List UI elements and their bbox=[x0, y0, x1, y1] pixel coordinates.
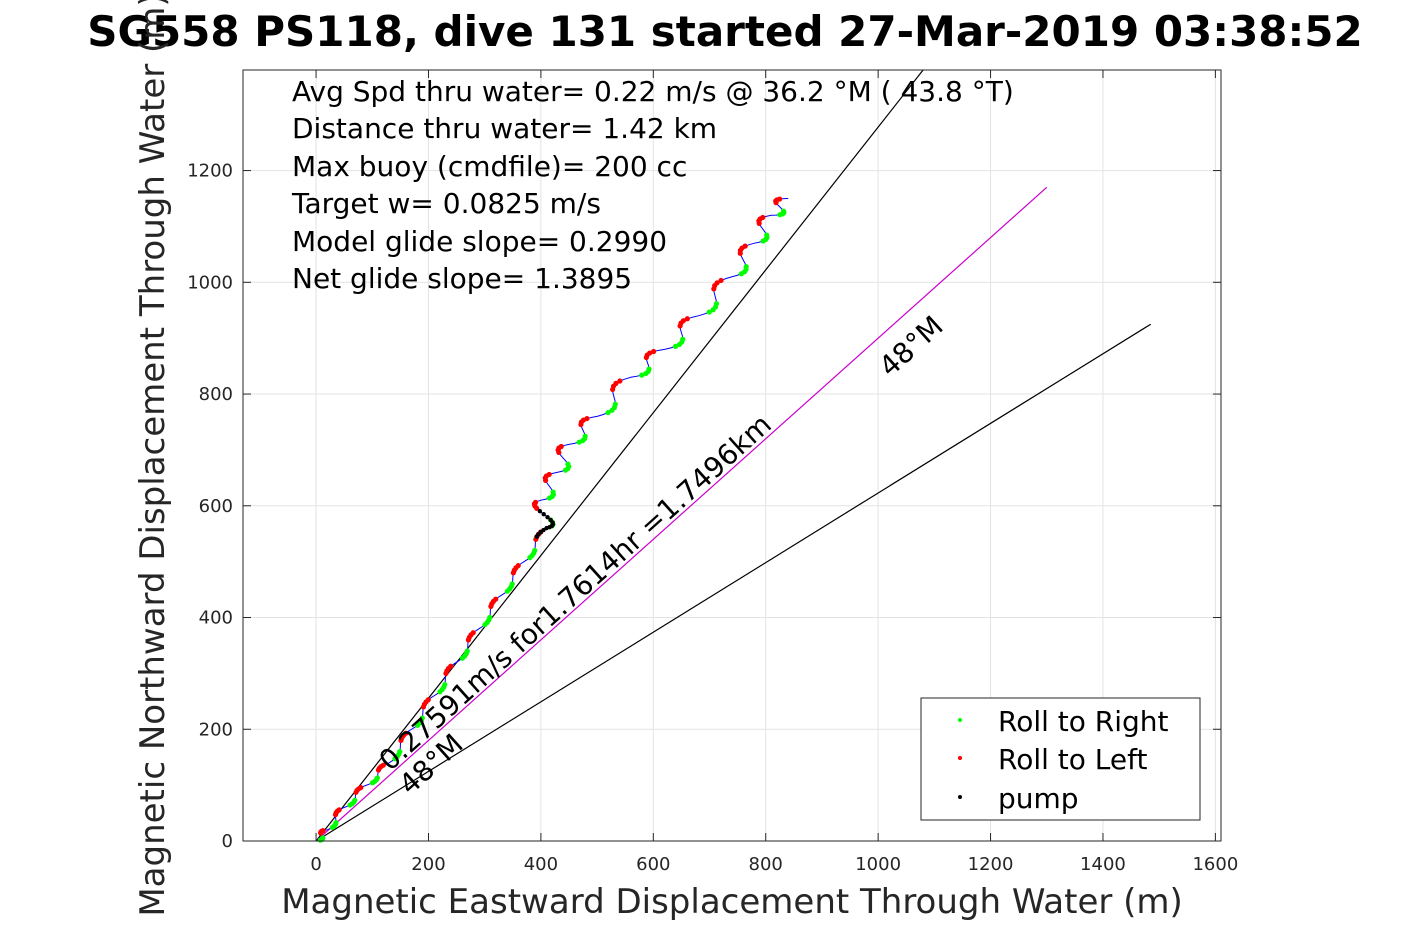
roll-left-point bbox=[680, 318, 686, 324]
roll-left-point bbox=[515, 563, 521, 569]
roll-right-point bbox=[713, 301, 720, 307]
y-tick-label: 0 bbox=[222, 831, 233, 852]
plot-frame bbox=[242, 69, 1222, 842]
roll-left-point bbox=[403, 730, 409, 736]
roll-right-point bbox=[442, 681, 448, 688]
legend-marker-roll-right bbox=[958, 718, 962, 722]
x-tick-label: 1200 bbox=[968, 854, 1014, 875]
roll-left-point bbox=[714, 280, 720, 286]
roll-left-point bbox=[470, 630, 476, 636]
roll-right-point bbox=[374, 775, 380, 781]
roll-left-point bbox=[336, 807, 342, 813]
roll-left-point bbox=[320, 828, 326, 834]
roll-right-point bbox=[333, 820, 339, 826]
roll-left-point bbox=[584, 415, 590, 422]
roll-right-point bbox=[352, 797, 358, 803]
y-tick-label: 400 bbox=[199, 608, 233, 629]
x-tick-label: 1000 bbox=[855, 854, 901, 875]
plot-area: 0 200 400 600 800 1000 1200 1400 1600 0 200 400 600 8… bbox=[187, 69, 1238, 875]
stat-avg-speed: Avg Spd thru water= 0.22 m/s @ 36.2 °M (… bbox=[292, 75, 1014, 108]
x-tick-label: 1600 bbox=[1192, 854, 1238, 875]
roll-left-point bbox=[718, 277, 724, 284]
stat-target-w: Target w= 0.0825 m/s bbox=[291, 187, 601, 220]
roll-right-point bbox=[487, 614, 493, 621]
y-tick-label: 600 bbox=[199, 496, 233, 517]
roll-right-point bbox=[605, 410, 611, 416]
y-tick-label: 800 bbox=[199, 384, 233, 405]
roll-right-point bbox=[532, 547, 538, 554]
roll-right-point bbox=[612, 401, 618, 407]
pump-point bbox=[545, 514, 550, 520]
roll-left-point bbox=[558, 443, 564, 450]
roll-right-point bbox=[764, 232, 770, 238]
pump-point bbox=[537, 508, 543, 514]
roll-left-point bbox=[650, 348, 657, 355]
legend-label-roll-right: Roll to Right bbox=[998, 705, 1169, 738]
axis-ticks: 0 200 400 600 800 1000 1200 1400 1600 0 200 400 600 8… bbox=[187, 70, 1238, 875]
roll-right-point bbox=[582, 433, 588, 439]
x-axis-title: Magnetic Eastward Displacement Through W… bbox=[281, 882, 1183, 922]
x-tick-label: 600 bbox=[636, 854, 670, 875]
roll-right-point bbox=[320, 835, 326, 841]
roll-right-point bbox=[672, 343, 679, 349]
roll-left-point bbox=[532, 499, 539, 505]
roll-right-point bbox=[639, 372, 645, 378]
chart-title: SG558 PS118, dive 131 started 27-Mar-201… bbox=[87, 7, 1363, 56]
stat-max-buoy: Max buoy (cmdfile)= 200 cc bbox=[292, 150, 687, 183]
stats-block: Avg Spd thru water= 0.22 m/s @ 36.2 °M (… bbox=[291, 75, 1014, 295]
legend-marker-roll-left bbox=[958, 756, 962, 760]
roll-left-point bbox=[684, 316, 690, 322]
roll-right-point bbox=[743, 263, 749, 270]
roll-right-point bbox=[397, 748, 403, 755]
roll-left-point bbox=[647, 350, 653, 356]
stat-net-glide: Net glide slope= 1.3895 bbox=[292, 262, 632, 295]
y-tick-label: 1200 bbox=[187, 161, 233, 182]
pump-point bbox=[548, 517, 553, 523]
roll-right-point bbox=[419, 715, 425, 721]
roll-left-point bbox=[742, 243, 748, 249]
x-tick-label: 0 bbox=[310, 854, 321, 875]
x-tick-label: 1400 bbox=[1080, 854, 1126, 875]
pump-point bbox=[541, 511, 546, 517]
line-heading bbox=[315, 186, 1048, 842]
legend-marker-pump bbox=[958, 795, 962, 799]
roll-right-point bbox=[464, 648, 470, 654]
roll-right-point bbox=[646, 366, 652, 372]
line-lower_bound bbox=[315, 323, 1152, 842]
x-tick-label: 400 bbox=[524, 854, 558, 875]
roll-left-point bbox=[448, 663, 454, 669]
roll-left-point bbox=[425, 697, 431, 703]
roll-left-point bbox=[358, 784, 364, 791]
stat-model-glide: Model glide slope= 0.2990 bbox=[292, 225, 667, 258]
y-tick-label: 1000 bbox=[187, 272, 233, 293]
x-tick-label: 800 bbox=[749, 854, 783, 875]
y-axis-title: Magnetic Northward Displacement Through … bbox=[133, 0, 173, 917]
legend-label-pump: pump bbox=[998, 782, 1079, 815]
roll-left-point bbox=[760, 214, 766, 221]
roll-right-point bbox=[780, 208, 787, 214]
legend-box bbox=[920, 697, 1201, 821]
legend-label-roll-left: Roll to Left bbox=[998, 743, 1147, 776]
roll-right-point bbox=[565, 461, 571, 467]
y-tick-label: 200 bbox=[199, 719, 233, 740]
roll-right-point bbox=[509, 581, 515, 587]
roll-right-point bbox=[550, 489, 556, 495]
roll-right-point bbox=[680, 336, 686, 342]
reference-lines bbox=[315, 69, 1152, 842]
x-tick-label: 200 bbox=[411, 854, 445, 875]
stat-distance: Distance thru water= 1.42 km bbox=[292, 112, 717, 145]
legend: Roll to Right Roll to Left pump bbox=[920, 697, 1201, 821]
roll-left-point bbox=[617, 378, 623, 384]
roll-left-point bbox=[493, 596, 499, 602]
glider-track bbox=[315, 196, 789, 843]
roll-left-point bbox=[380, 762, 386, 768]
line-upper_bound bbox=[315, 69, 924, 842]
roll-left-point bbox=[777, 196, 783, 202]
roll-right-point bbox=[706, 309, 712, 315]
roll-left-point bbox=[613, 380, 619, 386]
roll-left-point bbox=[546, 471, 552, 478]
